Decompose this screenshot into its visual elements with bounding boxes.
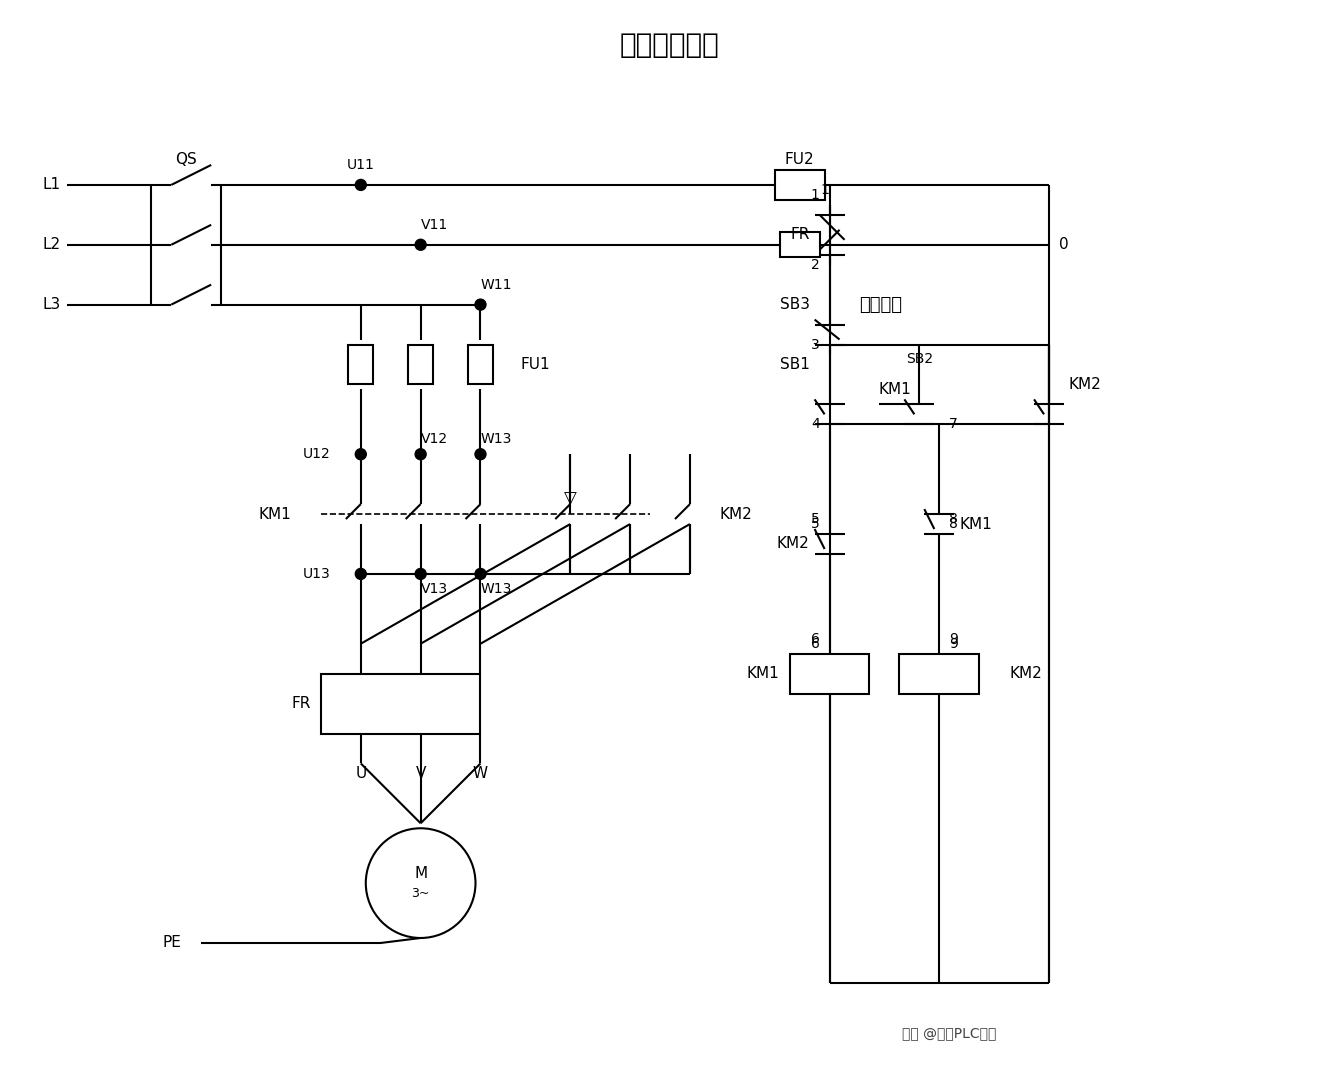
Text: V11: V11 — [421, 218, 448, 232]
Text: KM1: KM1 — [259, 506, 291, 521]
Text: 0: 0 — [1059, 237, 1068, 253]
Circle shape — [355, 180, 366, 191]
Text: FU2: FU2 — [785, 153, 815, 168]
Circle shape — [474, 299, 486, 310]
Circle shape — [474, 449, 486, 460]
Text: L1: L1 — [43, 178, 60, 193]
Circle shape — [474, 568, 486, 580]
Text: 2: 2 — [811, 258, 820, 272]
Text: W13: W13 — [481, 433, 512, 447]
Text: 6: 6 — [811, 636, 820, 650]
Text: QS: QS — [176, 153, 197, 168]
Bar — [775, 170, 824, 199]
Text: 4: 4 — [811, 417, 820, 431]
Circle shape — [415, 240, 426, 250]
Text: W: W — [473, 766, 488, 780]
Text: U12: U12 — [303, 448, 331, 461]
Circle shape — [355, 568, 366, 580]
Text: KM2: KM2 — [1069, 377, 1101, 392]
Text: KM1: KM1 — [746, 667, 780, 681]
Text: 3~: 3~ — [411, 887, 430, 900]
Text: V13: V13 — [421, 582, 448, 596]
Text: U: U — [355, 766, 366, 780]
Text: U13: U13 — [303, 567, 331, 581]
Text: 控制原理分析: 控制原理分析 — [620, 31, 720, 60]
Text: FR: FR — [791, 228, 809, 243]
Text: 5: 5 — [811, 517, 820, 531]
Bar — [348, 345, 374, 385]
Text: KM2: KM2 — [1009, 667, 1043, 681]
Bar — [468, 345, 493, 385]
Text: W11: W11 — [481, 278, 512, 292]
Text: 5: 5 — [811, 512, 820, 526]
Text: FU1: FU1 — [520, 357, 549, 372]
Bar — [780, 232, 820, 257]
Circle shape — [415, 449, 426, 460]
Text: L2: L2 — [43, 237, 60, 253]
Text: KM1: KM1 — [878, 382, 911, 397]
Text: SB2: SB2 — [906, 352, 933, 366]
Text: 头条 @技成PLC课堂: 头条 @技成PLC课堂 — [902, 1025, 997, 1040]
Text: ▽: ▽ — [564, 490, 576, 508]
Text: PE: PE — [162, 935, 181, 951]
Bar — [789, 654, 870, 694]
Bar — [899, 654, 980, 694]
Text: KM2: KM2 — [777, 537, 809, 552]
Text: 1: 1 — [811, 188, 820, 202]
Text: 6: 6 — [811, 632, 820, 646]
Circle shape — [415, 568, 426, 580]
Text: V12: V12 — [421, 433, 448, 447]
Text: SB1: SB1 — [780, 357, 809, 372]
Text: 7: 7 — [949, 417, 958, 431]
Text: 紧急停止: 紧急停止 — [859, 296, 903, 313]
Text: 3: 3 — [811, 337, 820, 351]
Text: W13: W13 — [481, 582, 512, 596]
Text: 9: 9 — [949, 632, 958, 646]
Text: FR: FR — [292, 696, 311, 711]
Bar — [409, 345, 433, 385]
Text: 9: 9 — [949, 636, 958, 650]
Text: M: M — [414, 866, 427, 880]
Text: 1: 1 — [820, 183, 829, 197]
Text: L3: L3 — [43, 297, 60, 312]
Text: KM2: KM2 — [720, 506, 753, 521]
Text: SB3: SB3 — [780, 297, 809, 312]
Text: KM1: KM1 — [959, 517, 992, 531]
Bar — [320, 673, 481, 734]
Text: 8: 8 — [949, 517, 958, 531]
Text: V: V — [415, 766, 426, 780]
Text: 8: 8 — [949, 512, 958, 526]
Text: U11: U11 — [347, 158, 375, 172]
Circle shape — [355, 449, 366, 460]
